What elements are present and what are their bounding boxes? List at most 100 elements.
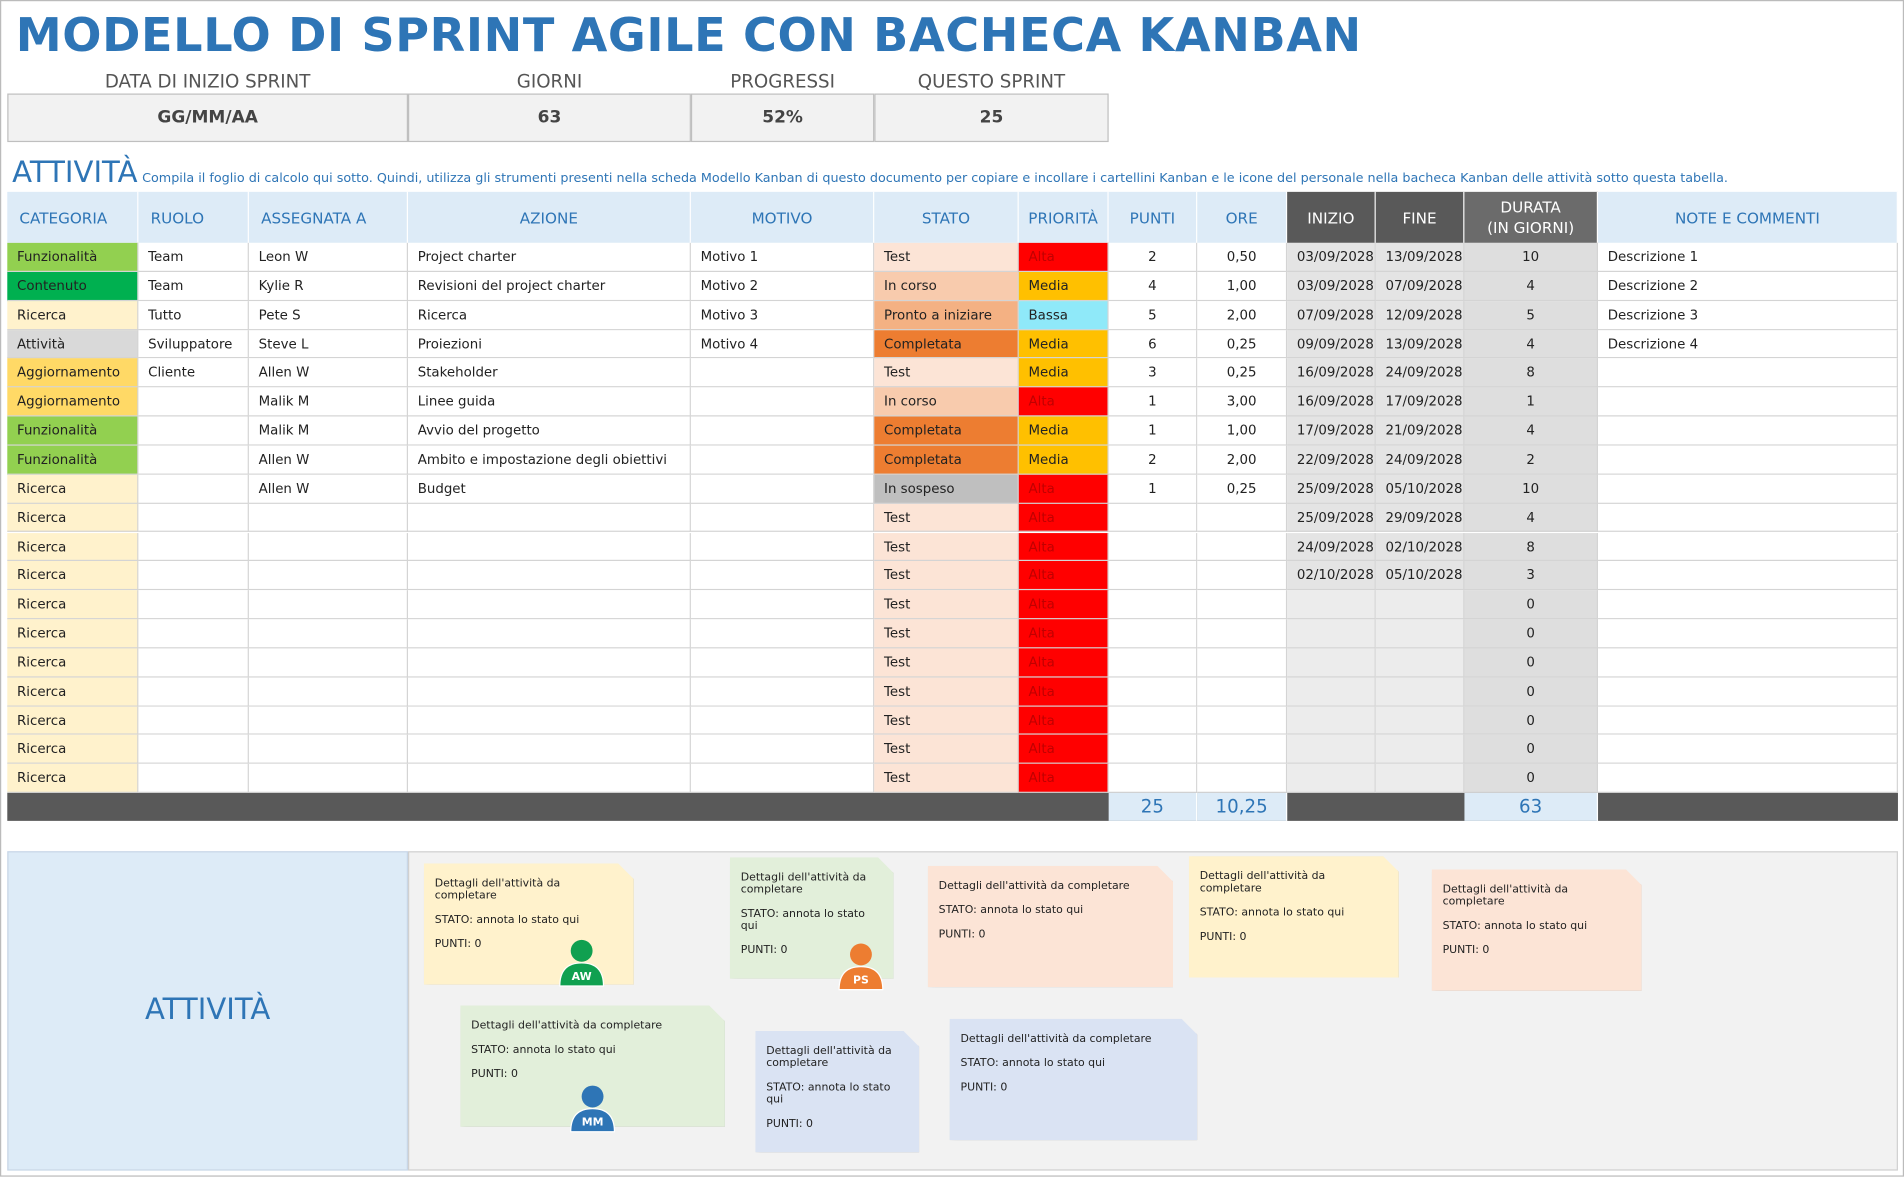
card-points: PUNTI: 0 xyxy=(471,1068,518,1081)
table-cell xyxy=(1287,619,1376,649)
table-cell xyxy=(690,648,875,678)
table-cell: 3,00 xyxy=(1197,387,1288,417)
table-cell: 6 xyxy=(1108,329,1198,359)
table-cell: Ricerca xyxy=(7,532,139,562)
table-cell: Team xyxy=(138,271,249,301)
column-header: ORE xyxy=(1197,191,1288,243)
table-cell: 03/09/2028 xyxy=(1287,271,1376,301)
table-cell xyxy=(1598,764,1898,794)
table-cell: 3 xyxy=(1464,561,1599,591)
total-value: 25 xyxy=(1108,793,1198,822)
table-cell xyxy=(1197,706,1288,736)
table-cell xyxy=(1375,619,1465,649)
table-cell xyxy=(138,416,249,446)
table-cell xyxy=(1197,648,1288,678)
table-cell: Linee guida xyxy=(408,387,691,417)
table-cell: Media xyxy=(1018,358,1109,388)
table-cell: 16/09/2028 xyxy=(1287,358,1376,388)
kanban-card: Dettagli dell'attività da completare STAT… xyxy=(1432,869,1642,990)
table-cell xyxy=(1108,532,1198,562)
table-cell: 1 xyxy=(1464,387,1599,417)
table-cell: 24/09/2028 xyxy=(1287,532,1376,562)
card-points: PUNTI: 0 xyxy=(1199,931,1247,944)
card-points: PUNTI: 0 xyxy=(1442,944,1490,957)
card-points: PUNTI: 0 xyxy=(960,1081,1008,1095)
table-cell: Alta xyxy=(1018,764,1109,794)
table-cell xyxy=(408,561,691,591)
table-cell xyxy=(248,590,409,620)
card-points: PUNTI: 0 xyxy=(740,944,788,957)
table-cell: Alta xyxy=(1018,561,1109,591)
table-cell: Budget xyxy=(408,474,691,504)
table-cell xyxy=(1287,706,1376,736)
table-cell xyxy=(690,532,875,562)
column-header: PRIORITÀ xyxy=(1018,191,1109,243)
table-cell xyxy=(1197,590,1288,620)
column-header: STATO xyxy=(874,191,1019,243)
avatar-body xyxy=(838,965,884,991)
table-cell: Media xyxy=(1018,271,1109,301)
table-cell xyxy=(690,474,875,504)
table-cell: 0,25 xyxy=(1197,358,1288,388)
summary-label: PROGRESSI xyxy=(730,70,835,93)
table-cell: 1,00 xyxy=(1197,416,1288,446)
kanban-card: Dettagli dell'attività da completare STAT… xyxy=(730,857,894,978)
table-cell xyxy=(408,735,691,765)
table-cell: 2,00 xyxy=(1197,300,1288,330)
table-cell: 12/09/2028 xyxy=(1375,300,1465,330)
table-cell xyxy=(1287,648,1376,678)
table-cell xyxy=(1375,677,1465,707)
column-header: INIZIO xyxy=(1287,191,1376,243)
table-cell xyxy=(1598,735,1898,765)
table-cell: Ricerca xyxy=(7,561,139,591)
summary-label: DATA DI INIZIO SPRINT xyxy=(104,70,311,93)
table-cell xyxy=(690,764,875,794)
table-cell xyxy=(1598,358,1898,388)
table-cell: 4 xyxy=(1464,416,1599,446)
table-cell: Ricerca xyxy=(7,503,139,533)
card-details: Dettagli dell'attività da completare xyxy=(434,877,561,903)
table-cell: 25/09/2028 xyxy=(1287,503,1376,533)
table-cell: Funzionalità xyxy=(7,416,139,446)
table-cell: 4 xyxy=(1108,271,1198,301)
table-cell xyxy=(1108,706,1198,736)
table-cell xyxy=(1197,619,1288,649)
column-header: DURATA (IN GIORNI) xyxy=(1464,191,1599,243)
table-cell: Descrizione 4 xyxy=(1598,329,1898,359)
table-cell xyxy=(138,532,249,562)
table-cell: 0 xyxy=(1464,764,1599,794)
table-cell: 8 xyxy=(1464,358,1599,388)
table-cell: 13/09/2028 xyxy=(1375,242,1465,272)
avatar: MM xyxy=(570,1085,616,1133)
table-cell xyxy=(690,561,875,591)
table-cell: Test xyxy=(874,735,1019,765)
table-cell xyxy=(1598,648,1898,678)
table-cell: 2 xyxy=(1464,445,1599,475)
summary-value: GG/MM/AA xyxy=(7,93,409,143)
table-cell: 17/09/2028 xyxy=(1287,416,1376,446)
table-cell: 13/09/2028 xyxy=(1375,329,1465,359)
table-cell xyxy=(1197,532,1288,562)
table-cell: 0 xyxy=(1464,590,1599,620)
table-cell: Ricerca xyxy=(7,764,139,794)
avatar: AW xyxy=(559,939,605,987)
table-cell xyxy=(1375,764,1465,794)
table-cell xyxy=(1598,532,1898,562)
table-cell: 02/10/2028 xyxy=(1375,532,1465,562)
table-cell: Alta xyxy=(1018,242,1109,272)
table-cell xyxy=(1108,764,1198,794)
table-cell xyxy=(1108,561,1198,591)
table-cell xyxy=(248,764,409,794)
kanban-card: Dettagli dell'attività da completare STAT… xyxy=(755,1031,919,1152)
table-cell: Alta xyxy=(1018,503,1109,533)
table-cell: Proiezioni xyxy=(408,329,691,359)
avatar-initials: MM xyxy=(582,1116,604,1129)
table-cell xyxy=(1108,648,1198,678)
summary-label: QUESTO SPRINT xyxy=(917,70,1066,93)
table-cell xyxy=(690,619,875,649)
table-cell: 10 xyxy=(1464,474,1599,504)
table-cell xyxy=(248,677,409,707)
column-header: AZIONE xyxy=(408,191,691,243)
card-status: STATO: annota lo stato qui xyxy=(471,1044,616,1057)
section-title: ATTIVITÀ xyxy=(12,155,138,190)
